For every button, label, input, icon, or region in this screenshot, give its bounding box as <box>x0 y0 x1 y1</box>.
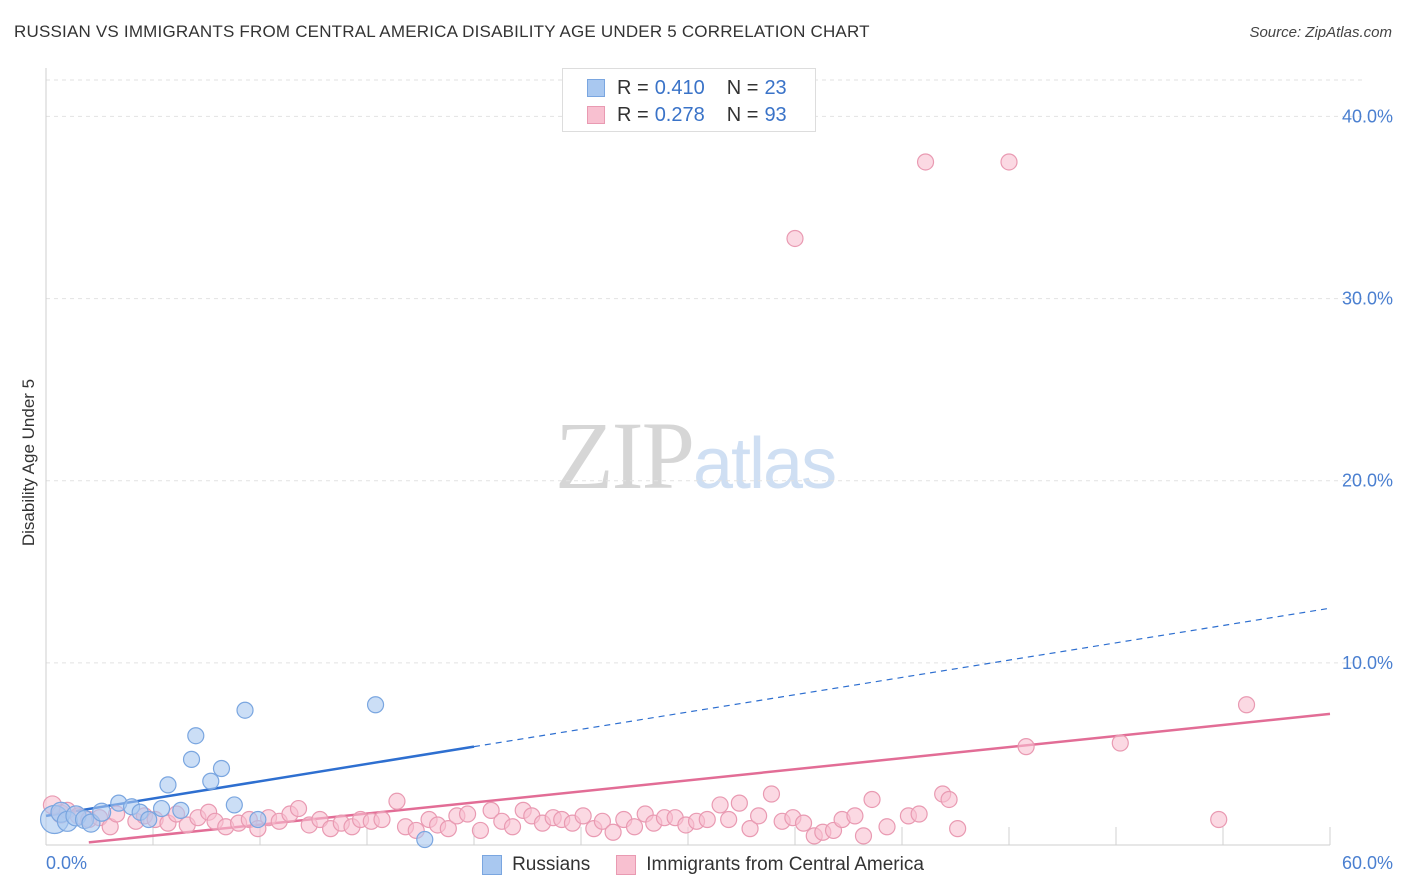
legend-row-russians: R = 0.410 N = 23 <box>587 74 787 102</box>
data-point <box>741 820 759 838</box>
chart-title: RUSSIAN VS IMMIGRANTS FROM CENTRAL AMERI… <box>14 22 870 41</box>
data-point <box>182 750 201 768</box>
data-point <box>711 796 729 814</box>
data-point <box>482 801 500 819</box>
trend-line-russians-projected <box>473 607 1331 748</box>
data-point <box>794 814 813 832</box>
legend-label-immigrants: Immigrants from Central America <box>646 854 924 875</box>
data-point <box>940 790 958 809</box>
data-points <box>39 153 1256 849</box>
y-axis-label: Disability Age Under 5 <box>19 379 38 546</box>
legend-n-value: 93 <box>764 103 787 126</box>
data-point <box>388 792 406 810</box>
data-point <box>140 810 158 829</box>
data-point <box>202 772 220 790</box>
legend-n-value: 23 <box>764 76 787 99</box>
grid <box>46 79 1365 664</box>
data-point <box>249 810 267 829</box>
data-point <box>910 805 928 823</box>
x-tick-label: 0.0% <box>46 853 87 873</box>
data-point <box>593 812 612 830</box>
legend-n-label: N = <box>726 103 759 126</box>
source-label: Source: ZipAtlas.com <box>1249 24 1392 41</box>
legend-r-value: 0.410 <box>654 76 705 99</box>
correlation-legend: R = 0.410 N = 23 R = 0.278 N = 93 <box>562 68 816 132</box>
axis-labels: 10.0% 20.0% 30.0% 40.0% 0.0% 60.0% Disability … <box>19 106 1393 873</box>
data-point <box>172 801 190 819</box>
y-tick-label: 20.0% <box>1342 471 1393 491</box>
data-point <box>152 799 171 818</box>
data-point <box>604 823 622 841</box>
data-point <box>786 229 804 248</box>
data-point <box>458 805 477 823</box>
data-point <box>1210 810 1228 829</box>
data-point <box>159 776 177 794</box>
data-point <box>439 820 457 838</box>
legend-swatch-russians <box>482 855 503 875</box>
legend-swatch-russians <box>587 79 605 97</box>
data-point <box>916 153 935 171</box>
legend-item-russians[interactable]: Russians <box>482 854 590 876</box>
data-point <box>212 759 231 778</box>
data-point <box>846 807 864 825</box>
data-point <box>854 827 873 845</box>
data-point <box>289 799 308 818</box>
data-point <box>416 830 434 849</box>
data-point <box>762 785 781 803</box>
data-point <box>730 794 748 812</box>
data-point <box>720 810 738 829</box>
series-legend: Russians Immigrants from Central America <box>0 852 1406 878</box>
data-point <box>471 821 490 840</box>
legend-row-immigrants: R = 0.278 N = 93 <box>587 101 787 129</box>
y-tick-label: 40.0% <box>1342 106 1393 126</box>
data-point <box>92 802 112 822</box>
watermark-atlas: atlas <box>693 424 837 504</box>
x-tick-label: 60.0% <box>1342 853 1393 873</box>
data-point <box>187 727 205 745</box>
data-point <box>949 820 967 838</box>
data-point <box>225 796 243 814</box>
legend-swatch-immigrants <box>587 106 605 124</box>
legend-r-label: R = <box>617 103 649 126</box>
data-point <box>863 790 881 809</box>
data-point <box>574 807 592 825</box>
watermark: ZIPatlas <box>555 400 837 511</box>
y-tick-label: 30.0% <box>1342 289 1393 309</box>
data-point <box>1237 696 1256 714</box>
data-point <box>503 818 522 836</box>
watermark-zip: ZIP <box>555 402 695 509</box>
legend-r-label: R = <box>617 76 649 99</box>
data-point <box>1017 738 1035 756</box>
legend-item-immigrants[interactable]: Immigrants from Central America <box>616 854 924 876</box>
data-point <box>236 701 254 719</box>
data-point <box>750 807 768 825</box>
trend-line-russians <box>45 745 475 818</box>
legend-swatch-immigrants <box>616 855 637 875</box>
y-tick-label: 10.0% <box>1342 653 1393 673</box>
data-point <box>698 810 716 829</box>
legend-label-russians: Russians <box>512 854 591 875</box>
legend-r-value: 0.278 <box>654 103 705 126</box>
data-point <box>878 818 896 836</box>
data-point <box>373 810 391 829</box>
legend-n-label: N = <box>726 76 759 99</box>
data-point <box>1000 153 1018 171</box>
axes <box>45 68 1331 846</box>
data-point <box>625 818 644 836</box>
data-point <box>366 696 385 714</box>
data-point <box>1111 734 1129 752</box>
